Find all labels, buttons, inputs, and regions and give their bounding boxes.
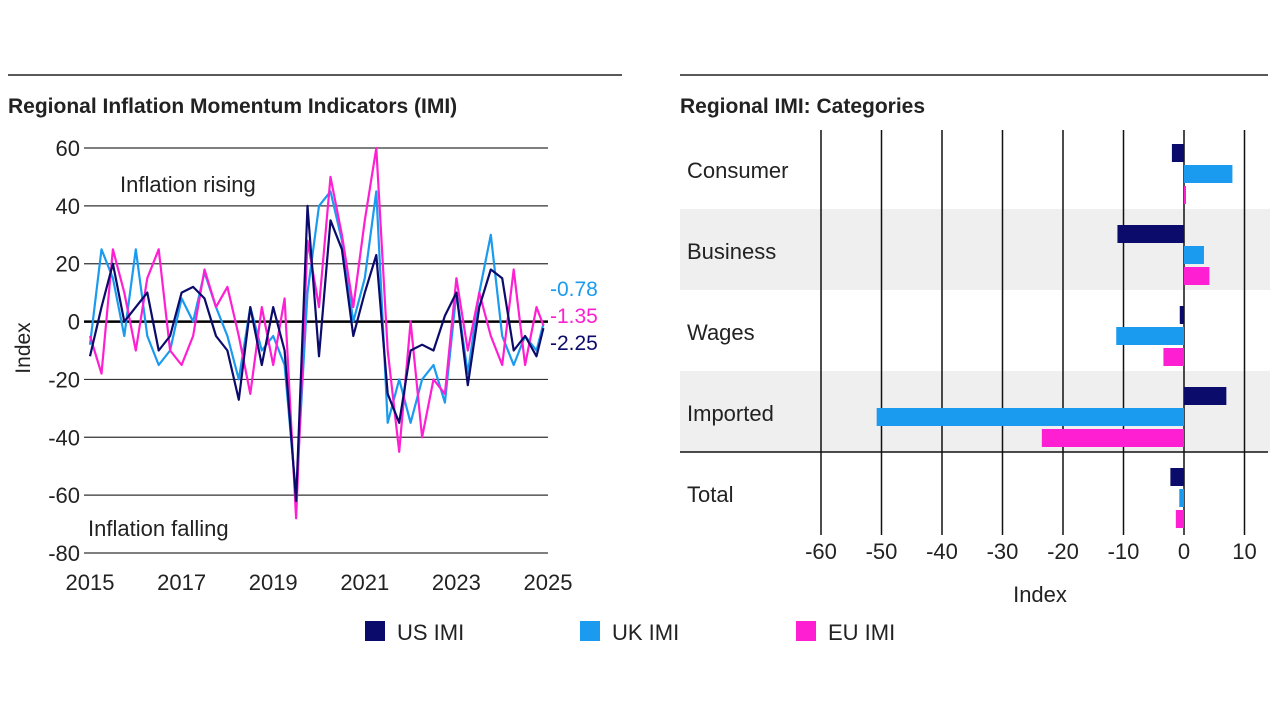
bar-eu-total xyxy=(1175,510,1184,528)
category-label: Total xyxy=(687,482,733,507)
end-label-us: -2.25 xyxy=(550,332,598,355)
series-line-us xyxy=(88,204,545,502)
x-axis-label: Index xyxy=(1013,582,1067,607)
category-label: Business xyxy=(687,239,776,264)
x-tick-label: -40 xyxy=(926,539,958,564)
legend-label: EU IMI xyxy=(828,620,895,645)
y-tick-label: 20 xyxy=(56,252,80,277)
category-label: Consumer xyxy=(687,158,788,183)
x-tick-label: -50 xyxy=(866,539,898,564)
bar-eu-imported xyxy=(1041,429,1184,447)
bar-us-business xyxy=(1117,225,1184,243)
legend-swatch-uk xyxy=(580,621,600,641)
bar-uk-consumer xyxy=(1184,165,1233,183)
y-tick-label: -40 xyxy=(48,425,80,450)
x-tick-label: -10 xyxy=(1108,539,1140,564)
bar-eu-consumer xyxy=(1184,186,1186,204)
x-tick-label: 0 xyxy=(1178,539,1190,564)
x-tick-label: -30 xyxy=(987,539,1019,564)
bar-us-total xyxy=(1170,468,1184,486)
legend-swatch-eu xyxy=(796,621,816,641)
legend-item-uk: UK IMI xyxy=(580,620,679,645)
x-tick-label: 10 xyxy=(1232,539,1256,564)
y-tick-label: -20 xyxy=(48,367,80,392)
bar-us-imported xyxy=(1184,387,1227,405)
series-line-eu xyxy=(88,146,545,520)
annotation-inflation-rising: Inflation rising xyxy=(120,172,256,197)
bar-uk-imported xyxy=(876,408,1184,426)
bar-us-consumer xyxy=(1171,144,1184,162)
x-tick-label: 2017 xyxy=(157,570,206,595)
x-tick-label: 2025 xyxy=(524,570,573,595)
legend-label: US IMI xyxy=(397,620,464,645)
legend-item-us: US IMI xyxy=(365,620,464,645)
y-tick-label: 60 xyxy=(56,136,80,161)
y-axis-label: Index xyxy=(12,322,35,374)
bar-us-wages xyxy=(1179,306,1184,324)
bar-eu-wages xyxy=(1163,348,1184,366)
left-chart-title: Regional Inflation Momentum Indicators (… xyxy=(8,95,457,118)
bar-uk-wages xyxy=(1116,327,1184,345)
x-tick-label: 2015 xyxy=(66,570,115,595)
end-label-eu: -1.35 xyxy=(550,305,598,328)
bar-uk-business xyxy=(1184,246,1204,264)
x-tick-label: 2021 xyxy=(340,570,389,595)
y-tick-label: 0 xyxy=(68,310,80,335)
annotation-inflation-falling: Inflation falling xyxy=(88,516,229,541)
x-tick-label: -20 xyxy=(1047,539,1079,564)
category-label: Imported xyxy=(687,401,774,426)
x-tick-label: -60 xyxy=(805,539,837,564)
legend-label: UK IMI xyxy=(612,620,679,645)
x-tick-label: 2019 xyxy=(249,570,298,595)
end-label-uk: -0.78 xyxy=(550,278,598,301)
bar-eu-business xyxy=(1184,267,1210,285)
y-tick-label: -60 xyxy=(48,483,80,508)
y-tick-label: -80 xyxy=(48,541,80,566)
series-line-uk xyxy=(88,190,545,497)
category-label: Wages xyxy=(687,320,755,345)
bar-uk-total xyxy=(1179,489,1184,507)
y-tick-label: 40 xyxy=(56,194,80,219)
legend-swatch-us xyxy=(365,621,385,641)
x-tick-label: 2023 xyxy=(432,570,481,595)
category-band xyxy=(680,209,1270,290)
legend-item-eu: EU IMI xyxy=(796,620,895,645)
right-chart-title: Regional IMI: Categories xyxy=(680,95,925,118)
